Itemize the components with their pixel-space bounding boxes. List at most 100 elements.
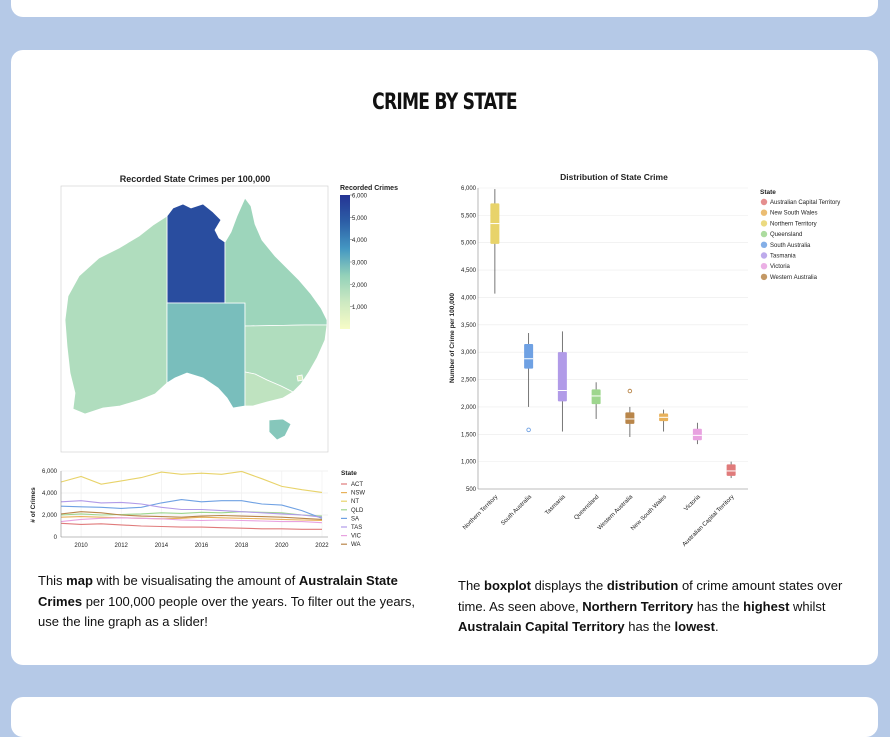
line-series-qld (60, 511, 323, 517)
box-y-tick: 6,000 (461, 186, 477, 192)
box-y-tick: 1,500 (461, 432, 477, 438)
map-legend-label: 5,000 (352, 216, 368, 222)
line-y-axis-label: # of Crimes (30, 487, 37, 523)
boxplot-description: The boxplot displays the distribution of… (458, 576, 858, 638)
box-y-tick: 5,500 (461, 213, 477, 219)
boxplot-legend-title: State (760, 189, 776, 196)
box-legend-label: South Australia (770, 243, 811, 249)
boxplot-title: Distribution of State Crime (560, 172, 668, 182)
box-x-tick: Victoria (683, 494, 702, 513)
line-x-tick: 2016 (195, 543, 209, 549)
bottom-card (11, 697, 878, 737)
box-legend-swatch (760, 198, 768, 206)
box-iqr-6 (692, 428, 702, 441)
map-state-sa (166, 302, 246, 409)
line-legend-label: WA (351, 542, 360, 548)
map-legend-label: 6,000 (352, 194, 368, 200)
box-legend-label: Northern Territory (770, 221, 817, 227)
line-series-sa (60, 499, 323, 519)
box-desc-text-6: has the (624, 619, 675, 634)
box-legend-swatch (760, 209, 768, 216)
map-state-vic (244, 371, 294, 407)
box-y-tick: 4,000 (461, 295, 477, 301)
box-legend-label: Tasmania (770, 254, 796, 260)
box-legend-swatch (760, 230, 768, 238)
box-y-tick: 1,000 (461, 460, 477, 466)
box-outlier (526, 427, 531, 433)
map-state-wa (64, 215, 168, 415)
line-x-tick: 2022 (315, 543, 329, 549)
line-legend-label: SA (351, 516, 359, 522)
map-legend-label: 4,000 (352, 238, 368, 244)
line-x-tick: 2010 (74, 543, 88, 549)
box-desc-text-5: whilst (789, 598, 826, 614)
map-state-act (296, 374, 304, 382)
line-x-tick: 2020 (275, 543, 289, 549)
box-desc-bold-3: Northern Territory (582, 598, 694, 614)
box-desc-text-4: has the (693, 598, 744, 614)
box-outlier (627, 388, 633, 394)
box-iqr-4 (625, 412, 635, 424)
box-legend-swatch (760, 252, 768, 259)
box-legend-label: Australian Capital Territory (770, 200, 840, 206)
box-y-tick: 3,000 (461, 350, 477, 356)
box-desc-text-3: of crime amount states over time. As see… (458, 578, 843, 614)
box-y-tick: 2,000 (461, 405, 477, 411)
line-legend-label: QLD (351, 508, 364, 514)
box-y-tick: 2,500 (461, 378, 477, 384)
line-series-vic (60, 517, 323, 524)
box-iqr-7 (726, 464, 736, 476)
box-x-tick: New South Wales (630, 494, 668, 532)
line-series-nsw (60, 516, 323, 522)
box-x-tick: South Australia (500, 494, 533, 527)
box-legend-label: Western Australia (770, 275, 818, 281)
box-desc-text-1: The (458, 578, 485, 593)
line-series-nt (60, 470, 323, 493)
line-legend-label: ACT (351, 482, 363, 488)
line-legend-label: TAS (351, 525, 362, 531)
box-legend-swatch (760, 220, 768, 227)
box-x-tick: Western Australia (597, 494, 635, 532)
box-legend-label: New South Wales (770, 211, 817, 217)
line-y-tick: 2,000 (42, 513, 58, 519)
box-y-tick: 3,500 (461, 323, 477, 329)
choropleth-map[interactable]: Recorded State Crimes per 100,000 Record… (55, 168, 425, 458)
box-x-tick: Tasmania (544, 494, 567, 517)
box-desc-text-2: displays the (530, 578, 607, 593)
box-desc-bold-5: Australain Capital Territory (458, 619, 625, 634)
box-iqr-1 (524, 343, 534, 369)
map-desc-text-1: This (38, 573, 67, 588)
page-title: CRIME BY STATE (372, 90, 517, 115)
box-desc-bold-1: boxplot (484, 578, 531, 593)
map-legend-gradient (340, 195, 350, 329)
map-state-nt (166, 203, 226, 304)
line-legend-label: VIC (351, 534, 362, 540)
map-desc-text-2: with be visualisating the amount of (92, 573, 299, 588)
map-frame (60, 185, 329, 453)
map-desc-bold-2: Australain State Crimes (38, 573, 398, 609)
line-x-tick: 2018 (235, 543, 249, 549)
box-desc-bold-6: lowest (674, 619, 715, 634)
box-desc-text-7: . (714, 619, 719, 634)
line-y-tick: 0 (54, 535, 58, 541)
boxplot-y-axis-label: Number of Crime per 100,000 (449, 293, 456, 383)
map-legend-label: 1,000 (352, 305, 368, 311)
map-desc-text-3: per 100,000 people over the years. To fi… (38, 593, 415, 630)
line-chart[interactable]: # of Crimes 0 2,000 4,000 6,000 2010 2012 2014… (25, 463, 375, 555)
line-y-tick: 4,000 (42, 491, 58, 497)
line-y-tick: 6,000 (42, 469, 58, 475)
map-legend-label: 2,000 (352, 283, 368, 289)
line-legend-title: State (341, 470, 357, 477)
line-series-wa (60, 511, 323, 520)
line-legend-label: NSW (351, 491, 365, 497)
line-legend-label: NT (351, 499, 359, 505)
line-series-tas (60, 500, 323, 518)
map-desc-bold-1: map (66, 573, 93, 588)
box-iqr-3 (591, 389, 601, 405)
line-x-tick: 2014 (155, 543, 169, 549)
map-description: This map with be visualisating the amoun… (38, 571, 428, 633)
boxplot-chart[interactable]: Distribution of State Crime Number of Cr… (445, 168, 865, 560)
box-desc-bold-4: highest (743, 598, 790, 614)
box-y-tick: 4,500 (461, 268, 477, 274)
map-state-tas (268, 418, 292, 441)
